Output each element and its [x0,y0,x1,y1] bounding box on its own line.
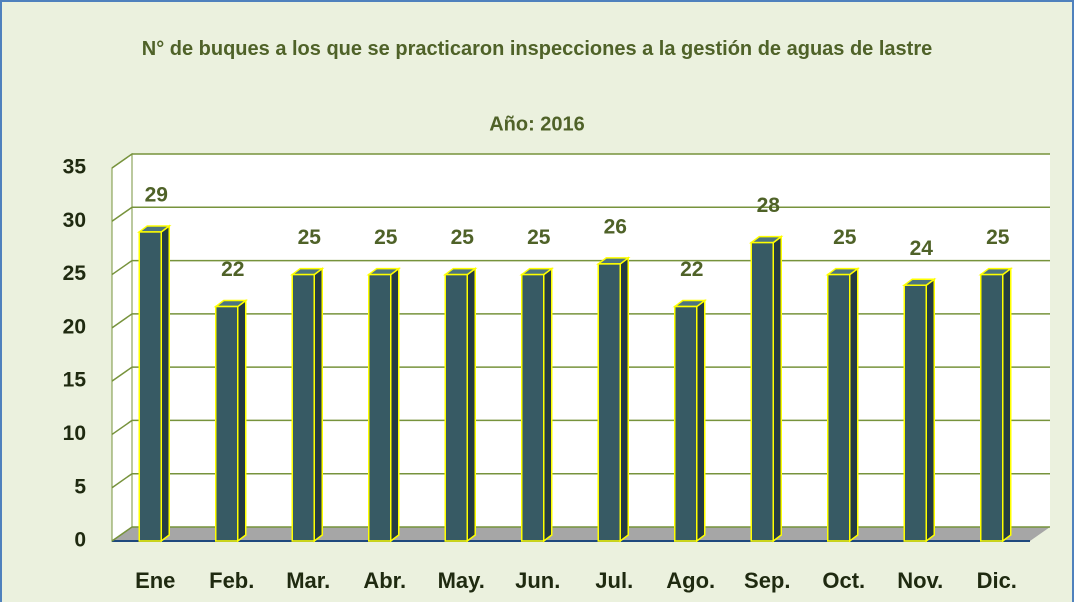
bar-front [750,241,774,542]
grid-line [111,366,1050,382]
grid-line [111,153,1050,169]
bar [749,235,784,543]
bar-front [827,273,851,542]
bar-side [925,277,935,543]
y-tick-label: 35 [63,156,87,179]
bar [213,299,248,543]
grid-line [111,259,1050,276]
bar [519,267,554,543]
bar-side [543,267,553,543]
x-tick-label: Jun. [515,568,560,593]
bar-front [521,273,545,542]
y-tick-label: 25 [63,262,87,285]
y-tick-label: 0 [74,529,86,552]
y-tick-label: 5 [74,475,86,498]
chart-subtitle: Año: 2016 [489,113,585,135]
back-wall [132,154,1050,527]
bar-side [313,267,323,543]
floor [112,527,1050,541]
grid-line [111,313,1050,329]
grid-line [111,206,1050,222]
bar-front [138,231,162,542]
value-label: 25 [986,226,1010,249]
bar-side [237,299,247,543]
y-tick-label: 20 [63,315,86,338]
value-label: 25 [298,226,322,249]
bar [290,267,325,543]
x-tick-label: Jul. [595,568,633,593]
x-tick-label: Feb. [209,568,254,593]
bar-side [1002,267,1012,543]
x-tick-label: Ago. [666,568,715,593]
bar [366,267,401,543]
x-tick-label: Dic. [977,568,1017,593]
bar [443,267,478,543]
bar [672,299,707,543]
x-tick-label: Abr. [363,568,406,593]
bar-side [466,267,476,543]
bar-side [849,267,859,543]
grid-line [111,526,1050,542]
x-tick-label: Ene [135,568,175,593]
bar [137,224,172,543]
value-label: 25 [451,226,475,249]
chart-title: N° de buques a los que se practicaron in… [142,38,932,60]
bar-front [215,305,239,542]
bar-side [619,256,629,543]
bar-front [368,273,392,542]
y-tick-label: 10 [63,422,86,445]
bar [596,256,631,543]
bar-front [903,284,927,542]
bar-side [160,224,170,543]
bar [825,267,860,543]
bar-side [390,267,400,543]
x-tick-label: Mar. [286,568,330,593]
value-label: 22 [680,258,703,281]
y-tick-label: 15 [63,369,87,392]
value-label: 29 [145,183,168,206]
grid-line [111,419,1050,436]
bar-front [444,273,468,542]
x-tick-label: Nov. [897,568,943,593]
value-label: 26 [604,215,627,238]
value-label: 25 [833,226,857,249]
y-tick-label: 30 [63,209,86,232]
value-label: 28 [757,194,781,217]
value-label: 22 [221,258,244,281]
bar-front [674,305,698,542]
x-tick-label: May. [438,568,485,593]
value-label: 25 [527,226,551,249]
bar-side [772,235,782,543]
x-tick-label: Oct. [822,568,865,593]
grid-line [111,472,1050,489]
bar-front [291,273,315,542]
bar-front [980,273,1004,542]
bar [978,267,1013,543]
bar [902,277,937,543]
value-label: 25 [374,226,398,249]
value-label: 24 [910,237,934,260]
bar-side [696,299,706,543]
x-tick-label: Sep. [744,568,790,593]
bar-front [597,263,621,542]
side-wall [111,153,133,542]
